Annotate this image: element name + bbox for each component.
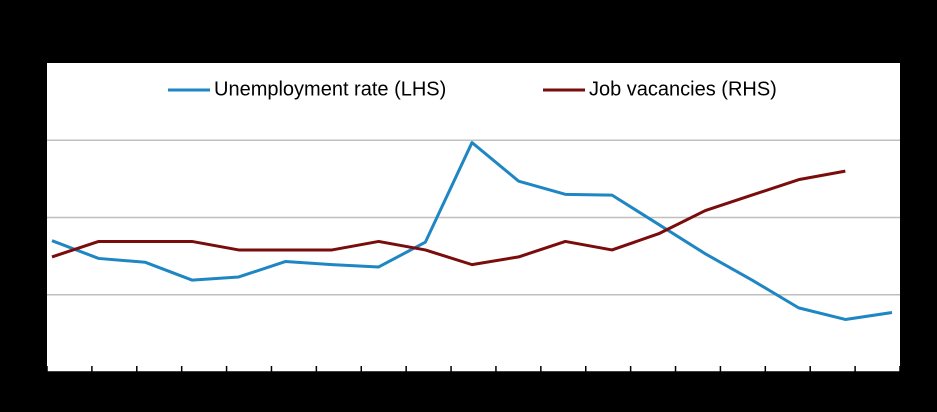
series-line bbox=[51, 169, 846, 267]
legend-label: Unemployment rate (LHS) bbox=[214, 78, 446, 100]
legend-label: Job vacancies (RHS) bbox=[589, 78, 777, 100]
series-line bbox=[51, 141, 893, 321]
